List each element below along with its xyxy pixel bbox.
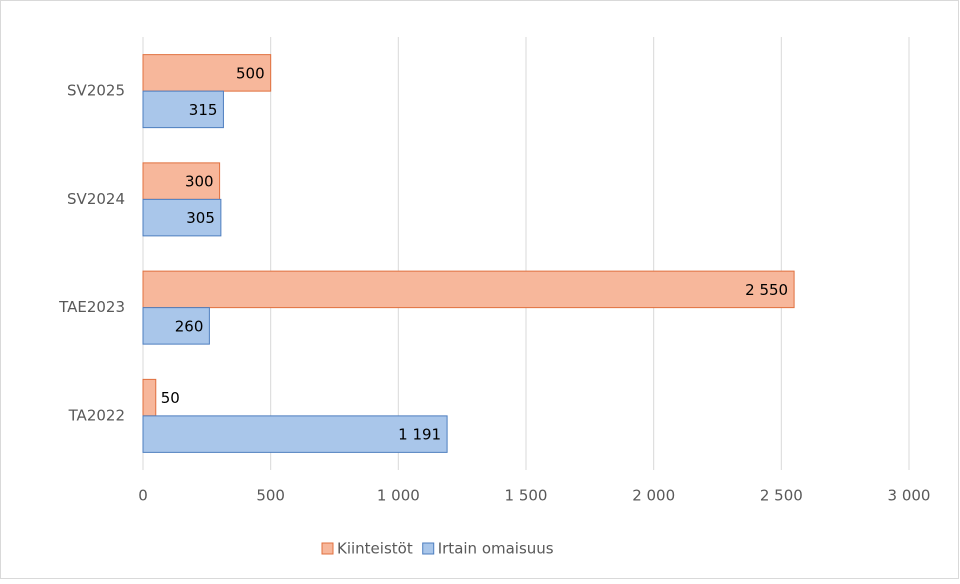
bar bbox=[142, 270, 795, 309]
data-label: 315 bbox=[189, 101, 218, 119]
x-tick-label: 1 000 bbox=[377, 487, 420, 505]
legend-swatch bbox=[422, 542, 435, 555]
legend-swatch bbox=[321, 542, 334, 555]
x-tick-label: 2 000 bbox=[632, 487, 675, 505]
data-label: 300 bbox=[185, 173, 214, 191]
x-tick-label: 0 bbox=[138, 487, 148, 505]
data-label: 260 bbox=[175, 317, 204, 335]
legend-label: Kiinteistöt bbox=[337, 540, 413, 558]
bar bbox=[142, 90, 224, 129]
x-tick-label: 1 500 bbox=[505, 487, 548, 505]
data-label: 305 bbox=[186, 209, 215, 227]
y-tick-label: SV2024 bbox=[67, 190, 125, 208]
bar bbox=[142, 198, 222, 237]
x-tick-label: 3 000 bbox=[888, 487, 931, 505]
legend-label: Irtain omaisuus bbox=[438, 540, 554, 558]
bar bbox=[142, 378, 157, 417]
x-tick-label: 500 bbox=[256, 487, 285, 505]
data-label: 1 191 bbox=[398, 426, 441, 444]
bar bbox=[142, 54, 272, 92]
y-tick-label: SV2025 bbox=[67, 82, 125, 100]
x-tick-label: 2 500 bbox=[760, 487, 803, 505]
bar bbox=[142, 415, 448, 453]
data-label: 500 bbox=[236, 64, 265, 82]
y-tick-label: TA2022 bbox=[68, 406, 125, 424]
data-label: 50 bbox=[161, 389, 180, 407]
y-tick-label: TAE2023 bbox=[58, 298, 125, 316]
bar bbox=[142, 307, 210, 345]
data-label: 2 550 bbox=[745, 281, 788, 299]
bar bbox=[142, 162, 221, 200]
